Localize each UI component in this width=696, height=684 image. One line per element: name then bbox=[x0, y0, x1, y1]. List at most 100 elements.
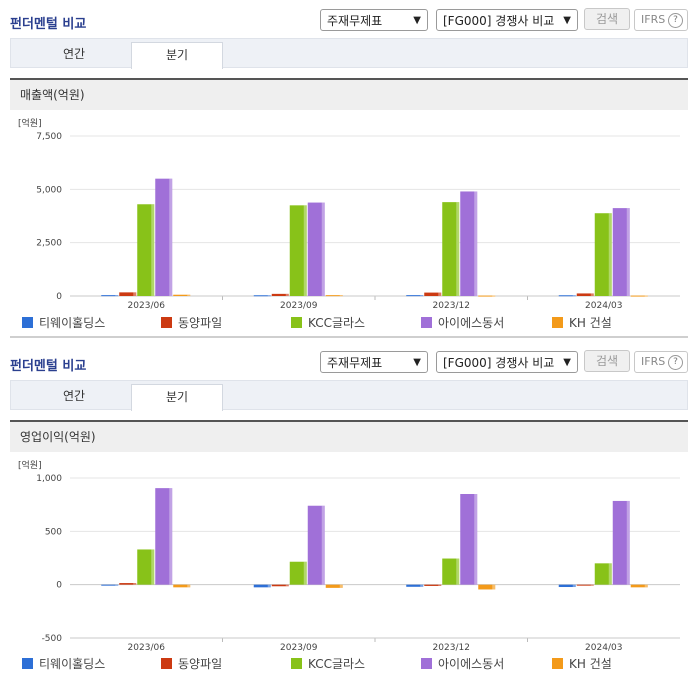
y-axis-unit-label: [억원] bbox=[18, 117, 42, 129]
bar bbox=[478, 295, 496, 297]
legend-item[interactable]: KH 건설 bbox=[552, 314, 612, 331]
legend-label: KH 건설 bbox=[569, 657, 612, 671]
y-tick-label: 5,000 bbox=[36, 185, 62, 195]
bar-highlight bbox=[474, 191, 478, 296]
bar-highlight bbox=[492, 295, 496, 297]
legend-swatch bbox=[421, 658, 432, 669]
legend-label: 티웨이홀딩스 bbox=[39, 657, 106, 671]
legend-label: 동양파일 bbox=[178, 657, 223, 671]
ifrs-help-button[interactable]: IFRS ? bbox=[634, 351, 688, 373]
bar bbox=[173, 294, 191, 296]
bar bbox=[594, 563, 612, 585]
bar-highlight bbox=[590, 293, 594, 296]
x-tick-label: 2023/12 bbox=[433, 301, 470, 309]
bar-highlight bbox=[303, 205, 307, 296]
x-tick-label: 2024/03 bbox=[585, 301, 622, 309]
search-button[interactable]: 검색 bbox=[584, 350, 630, 372]
bar bbox=[137, 204, 155, 296]
bar-highlight bbox=[456, 558, 460, 585]
y-tick-label: 500 bbox=[45, 527, 62, 537]
legend-swatch bbox=[552, 317, 563, 328]
bar-highlight bbox=[572, 584, 576, 588]
bar bbox=[101, 295, 119, 297]
bar bbox=[612, 500, 630, 585]
bar bbox=[630, 584, 648, 588]
bar-highlight bbox=[187, 294, 191, 296]
x-tick-label: 2023/09 bbox=[280, 643, 318, 651]
operating-income-chart-svg: [억원] -500 0 500 1,000 2023/06 2023/09 2023/12 20… bbox=[18, 459, 680, 651]
legend-item[interactable]: 아이에스동서 bbox=[421, 314, 504, 331]
bar bbox=[253, 584, 271, 588]
metric-header: 매출액(억원) bbox=[10, 78, 688, 110]
legend-item[interactable]: 동양파일 bbox=[161, 314, 222, 331]
bar-highlight bbox=[572, 295, 576, 297]
bar bbox=[325, 584, 343, 588]
bar bbox=[558, 584, 576, 588]
bar bbox=[442, 202, 460, 296]
legend-swatch bbox=[161, 317, 172, 328]
legend-item[interactable]: KH 건설 bbox=[552, 655, 612, 672]
bar-highlight bbox=[608, 213, 612, 296]
bar-highlight bbox=[151, 204, 155, 296]
bar bbox=[325, 295, 343, 297]
legend-item[interactable]: 티웨이홀딩스 bbox=[22, 314, 105, 331]
statement-select[interactable]: 주재무제표 ▼ bbox=[320, 9, 428, 31]
tab-quarterly[interactable]: 분기 bbox=[131, 42, 223, 69]
bar-highlight bbox=[438, 584, 442, 586]
bar bbox=[155, 488, 173, 585]
y-tick-label: 0 bbox=[56, 581, 62, 591]
panel-title: 펀더멘털 비교 bbox=[10, 17, 87, 32]
bar bbox=[576, 293, 594, 296]
section-divider bbox=[10, 336, 688, 338]
ifrs-help-button[interactable]: IFRS ? bbox=[634, 9, 688, 31]
bar-highlight bbox=[267, 584, 271, 588]
bar bbox=[101, 584, 119, 586]
legend-item[interactable]: 티웨이홀딩스 bbox=[22, 655, 105, 672]
legend-item[interactable]: 동양파일 bbox=[161, 655, 222, 672]
bar-highlight bbox=[626, 500, 630, 585]
bar bbox=[307, 505, 325, 585]
y-tick-label: 7,500 bbox=[36, 132, 62, 142]
legend-item[interactable]: 아이에스동서 bbox=[421, 655, 504, 672]
ifrs-label: IFRS bbox=[641, 355, 666, 368]
bar bbox=[460, 494, 478, 585]
bar bbox=[424, 292, 442, 296]
bar bbox=[289, 561, 307, 585]
statement-select[interactable]: 주재무제표 ▼ bbox=[320, 351, 428, 373]
tab-annual[interactable]: 연간 bbox=[62, 389, 86, 403]
ifrs-label: IFRS bbox=[641, 13, 666, 26]
bar bbox=[173, 584, 191, 588]
legend-swatch bbox=[161, 658, 172, 669]
x-tick-label: 2023/09 bbox=[280, 301, 318, 309]
y-tick-label: -500 bbox=[42, 634, 63, 644]
legend-label: 아이에스동서 bbox=[438, 657, 505, 671]
y-tick-label: 0 bbox=[56, 292, 62, 302]
y-tick-label: 2,500 bbox=[36, 239, 62, 249]
tab-annual[interactable]: 연간 bbox=[62, 47, 86, 61]
legend-item[interactable]: KCC글라스 bbox=[291, 314, 365, 331]
compare-select[interactable]: [FG000] 경쟁사 비교 ▼ bbox=[436, 351, 578, 373]
bar-highlight bbox=[420, 584, 424, 587]
bar-highlight bbox=[339, 295, 343, 297]
bar bbox=[558, 295, 576, 297]
legend-swatch bbox=[421, 317, 432, 328]
bar-highlight bbox=[151, 549, 155, 585]
legend-label: KH 건설 bbox=[569, 316, 612, 330]
bar bbox=[442, 558, 460, 585]
search-button[interactable]: 검색 bbox=[584, 8, 630, 30]
compare-select[interactable]: [FG000] 경쟁사 비교 ▼ bbox=[436, 9, 578, 31]
tab-quarterly[interactable]: 분기 bbox=[131, 384, 223, 411]
bar bbox=[119, 292, 137, 296]
legend-swatch bbox=[291, 658, 302, 669]
bar-highlight bbox=[590, 584, 594, 586]
revenue-chart: [억원] 0 2,500 5,000 7,500 2023/06 2023/09 2023/1… bbox=[10, 113, 688, 309]
legend-item[interactable]: KCC글라스 bbox=[291, 655, 365, 672]
bar-highlight bbox=[303, 561, 307, 585]
bar bbox=[271, 293, 289, 296]
bar-highlight bbox=[169, 488, 173, 585]
bar-highlight bbox=[267, 295, 271, 297]
x-tick-label: 2023/06 bbox=[128, 643, 166, 651]
y-axis-unit-label: [억원] bbox=[18, 459, 42, 471]
legend-swatch bbox=[22, 317, 33, 328]
question-circle-icon: ? bbox=[668, 13, 683, 28]
